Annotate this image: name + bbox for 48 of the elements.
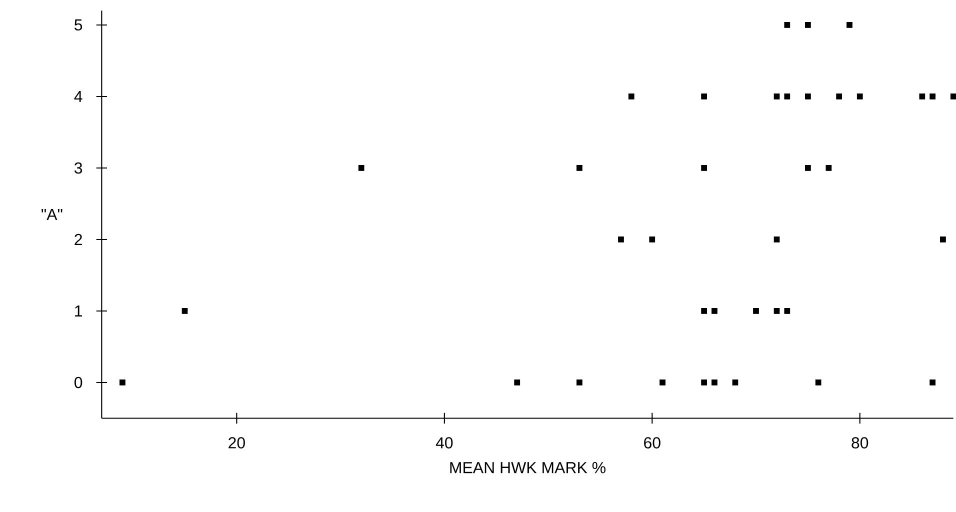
point (940, 236, 946, 242)
x-tick-label: 80 (852, 436, 868, 448)
point (930, 379, 936, 386)
point (784, 308, 790, 314)
point (712, 308, 718, 314)
point (815, 379, 822, 386)
point (753, 308, 759, 314)
x-axis-title: MEAN HWK MARK % (450, 462, 606, 474)
point (701, 308, 708, 314)
point (182, 308, 188, 314)
point (628, 93, 634, 100)
point (805, 164, 811, 171)
point (732, 379, 738, 386)
point (805, 93, 811, 100)
y-tick-label: 1 (75, 305, 82, 316)
y-tick-label: 3 (74, 162, 82, 174)
point (930, 93, 936, 100)
point (120, 379, 126, 386)
point (774, 236, 780, 242)
point (576, 379, 582, 386)
x-tick-label: 20 (228, 436, 245, 448)
x-tick-label: 60 (644, 436, 660, 448)
point (919, 93, 926, 100)
point (701, 379, 708, 386)
y-axis-title: "A" (42, 208, 62, 220)
point (846, 22, 852, 28)
point (784, 93, 790, 100)
point (649, 236, 656, 242)
point (514, 379, 520, 386)
point (701, 164, 708, 171)
point (712, 379, 718, 386)
point (660, 379, 666, 386)
point (358, 164, 364, 171)
point (576, 164, 582, 171)
y-tick-label: 5 (74, 19, 82, 30)
x-tick-label: 40 (436, 436, 453, 448)
point (618, 236, 624, 242)
point (805, 22, 811, 28)
point (784, 22, 790, 28)
point (701, 93, 708, 100)
y-tick-label: 2 (74, 234, 82, 245)
y-tick-label: 4 (74, 90, 82, 102)
point (826, 164, 832, 171)
point (836, 93, 842, 100)
point (856, 93, 863, 100)
point (774, 308, 780, 314)
point (774, 93, 780, 100)
y-tick-label: 0 (74, 376, 82, 388)
